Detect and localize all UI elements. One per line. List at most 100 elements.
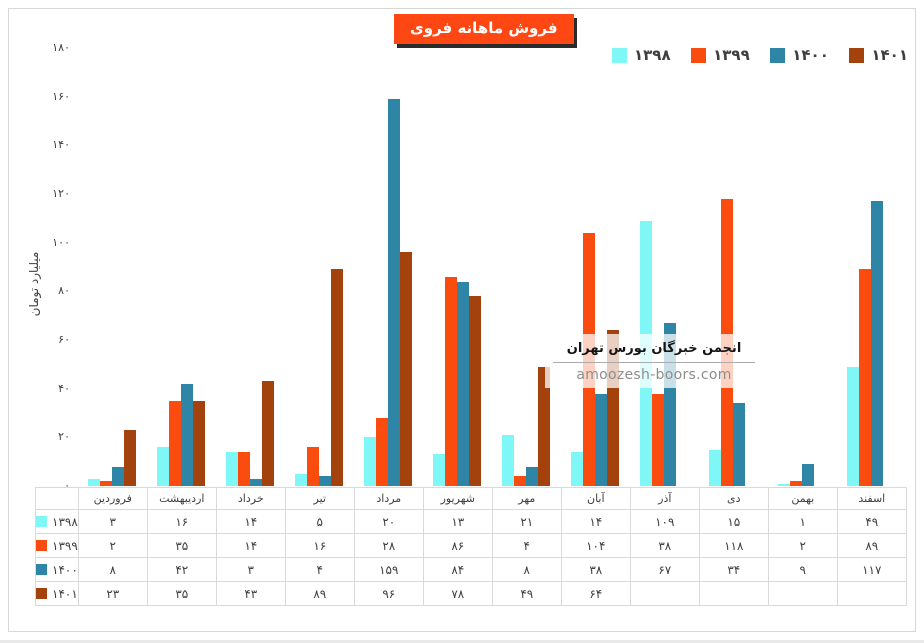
table-head: فروردین اردیبهشت خرداد تیر مرداد شهریور مهر آبا… [35,487,907,510]
series-swatch-icon [36,516,47,527]
table-corner-cell [35,487,79,510]
plot-area [77,48,905,486]
bar [801,464,814,486]
table-header-row: فروردین اردیبهشت خرداد تیر مرداد شهریور مهر آبا… [35,487,907,510]
bar [432,454,445,486]
bar-group [422,48,491,486]
month-header-cell: تیر [284,487,355,510]
value-cell: ۹۶ [353,581,424,606]
legend-swatch-icon [849,47,865,63]
value-cell: ۸ [77,557,148,582]
value-cell: ۵ [284,509,355,534]
value-cell: ۴ [491,533,562,558]
series-header-cell: ۱۴۰۰ [35,557,79,582]
value-cell [836,581,907,606]
value-cell: ۶۴ [560,581,631,606]
bar [870,201,883,486]
bar-group [629,48,698,486]
value-cell: ۳۵ [146,533,217,558]
bar-group [836,48,905,486]
bar [330,269,343,486]
value-cell: ۲۱ [491,509,562,534]
month-header-cell: فروردین [77,487,148,510]
bar [306,447,319,486]
month-header-cell: اسفند [836,487,907,510]
bar [594,393,607,486]
legend-swatch-icon [770,47,786,63]
value-cell: ۱۰۹ [629,509,700,534]
series-swatch-icon [36,564,47,575]
month-header-cell: شهریور [422,487,493,510]
bar [111,466,124,486]
value-cell: ۱۴ [215,533,286,558]
value-cell: ۳۸ [629,533,700,558]
value-cell: ۷۸ [422,581,493,606]
legend-label: ۱۴۰۱ [871,46,908,64]
bar [156,447,169,486]
watermark-url: amoozesh-boors.com [576,367,732,383]
bar [99,481,112,486]
series-label: ۱۳۹۸ [52,514,78,529]
y-tick-label: ۱۰۰ [52,235,70,249]
value-cell: ۱ [767,509,838,534]
value-cell [629,581,700,606]
value-cell: ۱۴ [215,509,286,534]
bar-group [215,48,284,486]
value-cell: ۴ [284,557,355,582]
value-cell: ۳۴ [698,557,769,582]
y-tick-label: ۴۰ [58,381,70,395]
value-cell: ۸۶ [422,533,493,558]
value-cell: ۲۰ [353,509,424,534]
bar [537,366,550,486]
table-row: ۱۳۹۸ ۳ ۱۶ ۱۴ ۵ ۲۰ ۱۳ ۲۱ ۱۴ ۱۰۹ ۱۵ ۱ ۴۹ [35,509,907,534]
y-tick-label: ۲۰ [58,430,70,444]
series-swatch-icon [36,588,47,599]
month-header-cell: اردیبهشت [146,487,217,510]
value-cell: ۲ [77,533,148,558]
legend-item: ۱۴۰۰ [770,46,829,64]
bar [468,296,481,486]
bar [225,451,238,486]
data-table: فروردین اردیبهشت خرداد تیر مرداد شهریور مهر آبا… [35,487,907,606]
bottom-strip [0,640,924,643]
series-label: ۱۳۹۹ [52,538,78,553]
y-tick-label: ۱۸۰ [52,41,70,54]
month-header-cell: آذر [629,487,700,510]
bar [168,400,181,486]
watermark-text-fa: انجمن خبرگان بورس تهران [566,341,742,356]
value-cell: ۱۳ [422,509,493,534]
value-cell: ۹ [767,557,838,582]
bar-group [767,48,836,486]
bar [237,451,250,486]
legend-item: ۱۴۰۱ [849,46,908,64]
value-cell: ۱۵ [698,509,769,534]
bar [249,478,262,486]
value-cell [767,581,838,606]
bar-group [284,48,353,486]
value-cell: ۴۲ [146,557,217,582]
bar [789,481,802,486]
legend-label: ۱۴۰۰ [792,46,829,64]
bar [501,434,514,486]
series-swatch-icon [36,540,47,551]
bar [858,269,871,486]
value-cell: ۴۹ [491,581,562,606]
value-cell: ۲۸ [353,533,424,558]
series-label: ۱۴۰۱ [52,586,78,601]
legend-swatch-icon [691,47,707,63]
bar [375,417,388,486]
bar-group [560,48,629,486]
value-cell: ۴۹ [836,509,907,534]
value-cell: ۲ [767,533,838,558]
y-tick-label: ۸۰ [58,284,70,298]
bar [777,483,790,486]
month-header-cell: مرداد [353,487,424,510]
bar [570,451,583,486]
legend-item: ۱۳۹۸ [612,46,671,64]
bar [456,281,469,486]
value-cell: ۱۱۷ [836,557,907,582]
bar [180,383,193,486]
value-cell: ۱۰۴ [560,533,631,558]
series-header-cell: ۱۴۰۱ [35,581,79,606]
